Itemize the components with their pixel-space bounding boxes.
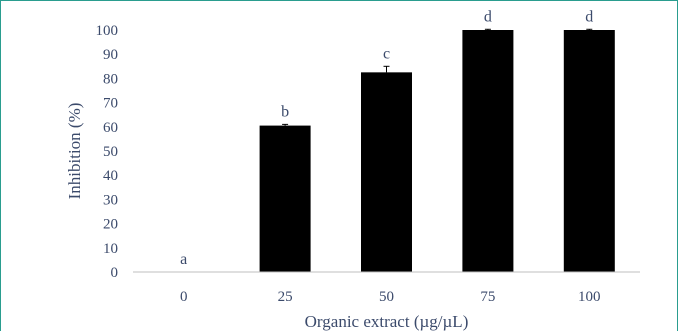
significance-label: c — [383, 45, 390, 62]
y-tick-label: 50 — [103, 144, 118, 160]
x-tick-label: 25 — [278, 289, 293, 305]
x-tick-label: 75 — [480, 289, 495, 305]
y-tick-label: 70 — [103, 96, 118, 112]
x-axis-ticks: 0 25 50 75 100 — [180, 289, 601, 305]
bar — [361, 72, 412, 272]
bar — [563, 30, 615, 272]
error-bar — [586, 28, 593, 30]
significance-labels: a b c d d — [180, 8, 593, 268]
x-tick-label: 50 — [379, 289, 394, 305]
significance-label: b — [281, 103, 289, 120]
y-tick-label: 90 — [103, 47, 118, 63]
x-axis-title: Organic extract (µg/µL) — [305, 312, 469, 331]
y-tick-label: 60 — [103, 120, 118, 136]
y-axis-ticks: 0 10 20 30 40 50 60 70 80 90 100 — [96, 23, 119, 281]
y-tick-label: 10 — [103, 241, 118, 257]
error-bar — [484, 28, 491, 30]
error-bar — [282, 123, 289, 126]
significance-label: d — [484, 8, 492, 25]
x-tick-label: 100 — [578, 289, 601, 305]
y-tick-label: 80 — [103, 71, 118, 87]
x-tick-label: 0 — [180, 289, 188, 305]
y-tick-label: 30 — [103, 192, 118, 208]
y-tick-label: 0 — [111, 265, 119, 281]
y-tick-label: 40 — [103, 168, 118, 184]
y-axis-title: Inhibition (%) — [65, 103, 84, 200]
y-tick-label: 20 — [103, 217, 118, 233]
bar — [259, 125, 311, 272]
y-tick-label: 100 — [96, 23, 119, 39]
bars — [259, 30, 615, 272]
error-bar — [383, 65, 390, 73]
bar — [462, 30, 514, 272]
significance-label: d — [585, 8, 593, 25]
significance-label: a — [180, 251, 187, 268]
error-bars — [282, 28, 593, 126]
